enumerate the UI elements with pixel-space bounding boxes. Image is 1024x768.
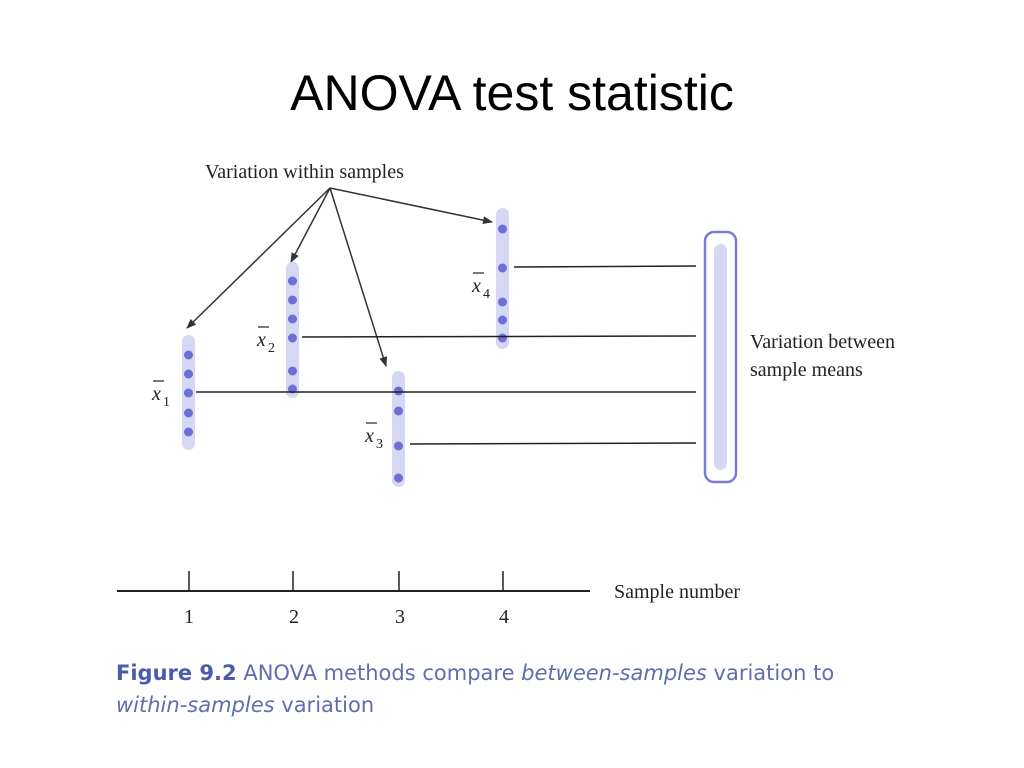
caption-text: variation <box>281 693 375 717</box>
svg-text:x: x <box>256 329 266 351</box>
axis-tick-label: 3 <box>395 606 405 628</box>
data-point <box>498 263 507 273</box>
sample-band-4 <box>496 208 509 349</box>
data-point <box>288 366 297 376</box>
svg-text:x: x <box>151 383 161 405</box>
data-point <box>394 406 403 416</box>
within-samples-label: Variation within samples <box>205 161 404 183</box>
svg-text:4: 4 <box>483 287 490 302</box>
mean-line-4 <box>513 265 697 268</box>
data-point <box>184 369 193 379</box>
caption-text: ANOVA methods compare <box>243 661 515 685</box>
data-point <box>498 315 507 325</box>
caption-emphasis: within-samples <box>116 693 275 717</box>
figure-caption: Figure 9.2 ANOVA methods compare between… <box>116 657 916 721</box>
axis-tick-label: 4 <box>499 606 509 628</box>
svg-text:x: x <box>364 425 374 447</box>
sample-band-3 <box>392 371 405 487</box>
between-samples-label-line1: Variation between <box>750 331 895 353</box>
arrow-to-sample-3 <box>329 187 388 367</box>
mean-label-4: x 4 <box>471 272 490 302</box>
between-samples-label-line2: sample means <box>750 359 863 381</box>
data-point <box>394 386 403 396</box>
caption-emphasis: between-samples <box>521 661 707 685</box>
svg-text:3: 3 <box>376 437 383 452</box>
axis-tick-label: 2 <box>289 606 299 628</box>
data-point <box>498 297 507 307</box>
data-point <box>288 276 297 286</box>
data-point <box>288 333 297 343</box>
figure-number: Figure 9.2 <box>116 661 237 685</box>
arrow-to-sample-4 <box>329 187 493 225</box>
data-point <box>184 427 193 437</box>
data-point <box>394 441 403 451</box>
axis-tick-label: 1 <box>184 606 194 628</box>
data-point <box>184 350 193 360</box>
data-point <box>288 295 297 305</box>
between-variation-band <box>714 244 727 470</box>
mean-line-3 <box>409 442 697 445</box>
data-point <box>288 314 297 324</box>
data-point <box>184 408 193 418</box>
mean-line-2 <box>301 335 697 338</box>
data-point <box>184 388 193 398</box>
sample-band-2 <box>286 262 299 398</box>
mean-label-2: x 2 <box>256 326 275 356</box>
caption-text: variation to <box>713 661 835 685</box>
svg-text:x: x <box>471 275 481 297</box>
arrow-to-sample-1 <box>186 187 331 329</box>
mean-label-1: x 1 <box>151 380 170 410</box>
svg-text:2: 2 <box>268 341 275 356</box>
data-point <box>394 473 403 483</box>
data-point <box>498 224 507 234</box>
data-point <box>498 333 507 343</box>
slide-title: ANOVA test statistic <box>290 65 734 121</box>
axis-label: Sample number <box>614 581 740 603</box>
mean-label-3: x 3 <box>364 422 383 452</box>
arrow-to-sample-2 <box>290 187 331 263</box>
svg-text:1: 1 <box>163 395 170 410</box>
